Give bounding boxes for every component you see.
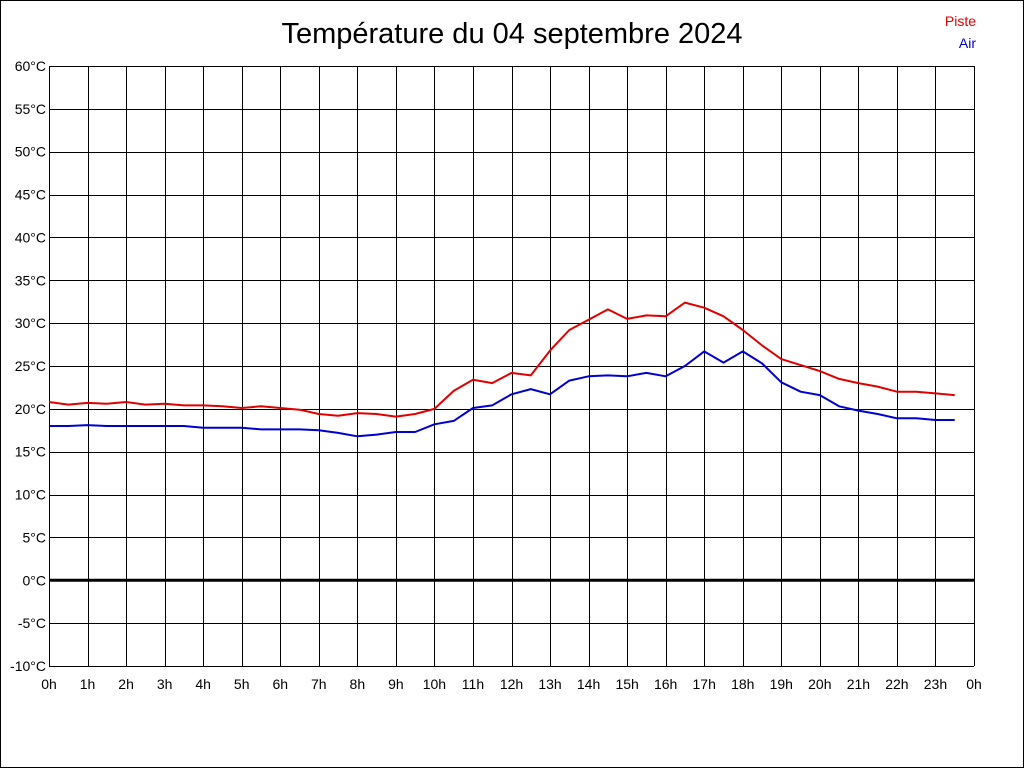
x-tick-label: 9h [388,676,404,692]
y-tick-label: 35°C [15,272,46,288]
x-tick-label: 3h [157,676,173,692]
legend-air: Air [958,35,976,51]
y-tick-label: 15°C [15,444,46,460]
x-tick-label: 18h [731,676,754,692]
y-tick-label: 0°C [23,572,47,588]
x-tick-label: 21h [847,676,870,692]
x-tick-label: 8h [350,676,366,692]
y-tick-label: 40°C [15,229,46,245]
x-tick-label: 22h [885,676,908,692]
x-tick-label: 0h [966,676,982,692]
x-tick-label: 15h [615,676,638,692]
x-tick-label: 10h [423,676,446,692]
y-tick-label: 30°C [15,315,46,331]
x-tick-label: 4h [195,676,211,692]
y-tick-label: 60°C [15,58,46,74]
x-tick-label: 11h [462,676,484,692]
x-tick-label: 17h [693,676,716,692]
grid [49,66,975,667]
x-tick-label: 20h [808,676,831,692]
y-tick-label: 50°C [15,144,46,160]
y-tick-label: -5°C [18,615,46,631]
x-tick-label: 14h [577,676,600,692]
series-line-piste [48,301,955,418]
y-tick-label: 25°C [15,358,46,374]
x-tick-label: 2h [118,676,134,692]
y-tick-label: 20°C [15,401,46,417]
x-tick-label: 13h [538,676,561,692]
y-tick-label: 5°C [23,529,47,545]
x-tick-label: 12h [500,676,523,692]
x-tick-label: 5h [234,676,250,692]
y-tick-label: 45°C [15,187,46,203]
x-tick-label: 0h [41,676,57,692]
legend-piste: Piste [944,13,976,29]
y-tick-label: 10°C [15,487,46,503]
x-tick-label: 23h [924,676,947,692]
x-tick-label: 7h [311,676,327,692]
chart-title: Température du 04 septembre 2024 [281,18,743,50]
series [48,301,955,438]
x-tick-label: 16h [654,676,677,692]
y-tick-label: -10°C [10,658,46,674]
x-tick-label: 1h [80,676,96,692]
y-tick-label: 55°C [15,101,46,117]
series-line-air [49,350,955,438]
axes: 0h 1h 2h 3h 4h 5h 6h 7h 8h 9h 10h 11h 12h 13h 14h 15h 16… [10,58,982,692]
x-tick-label: 19h [770,676,793,692]
x-tick-label: 6h [272,676,288,692]
